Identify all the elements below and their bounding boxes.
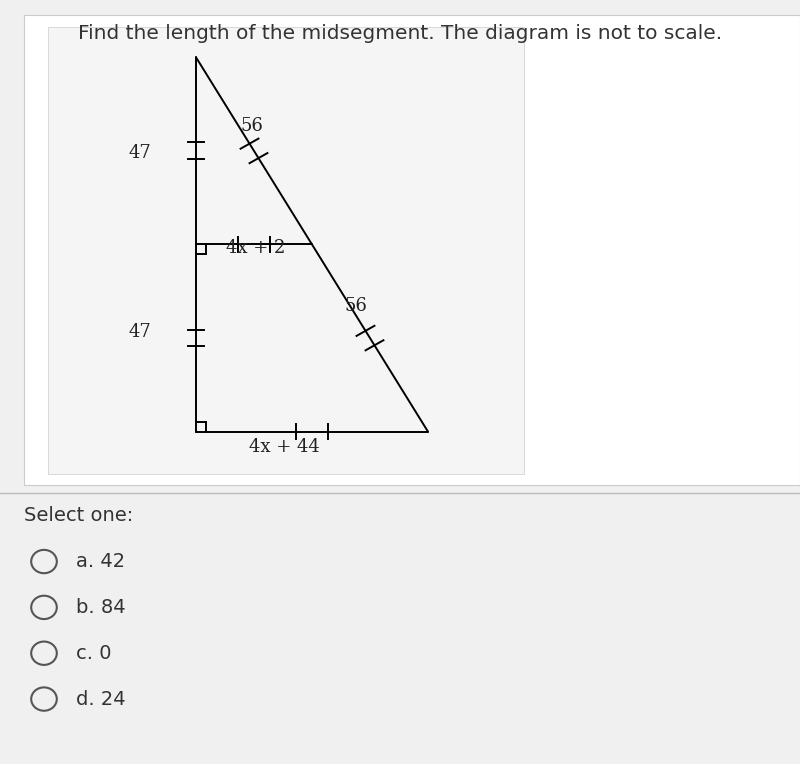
Text: 47: 47	[129, 144, 151, 162]
Text: 56: 56	[345, 296, 367, 315]
Bar	[48, 27, 524, 474]
Text: d. 24: d. 24	[76, 690, 126, 708]
Text: Find the length of the midsegment. The diagram is not to scale.: Find the length of the midsegment. The d…	[78, 24, 722, 44]
Text: 56: 56	[241, 117, 263, 135]
Text: Select one:: Select one:	[24, 507, 134, 525]
Text: 4x + 44: 4x + 44	[249, 438, 319, 456]
Text: b. 84: b. 84	[76, 598, 126, 617]
Text: 4x + 2: 4x + 2	[226, 239, 286, 257]
Text: c. 0: c. 0	[76, 644, 111, 662]
Bar	[24, 15, 800, 485]
Text: 47: 47	[129, 323, 151, 342]
Text: a. 42: a. 42	[76, 552, 125, 571]
